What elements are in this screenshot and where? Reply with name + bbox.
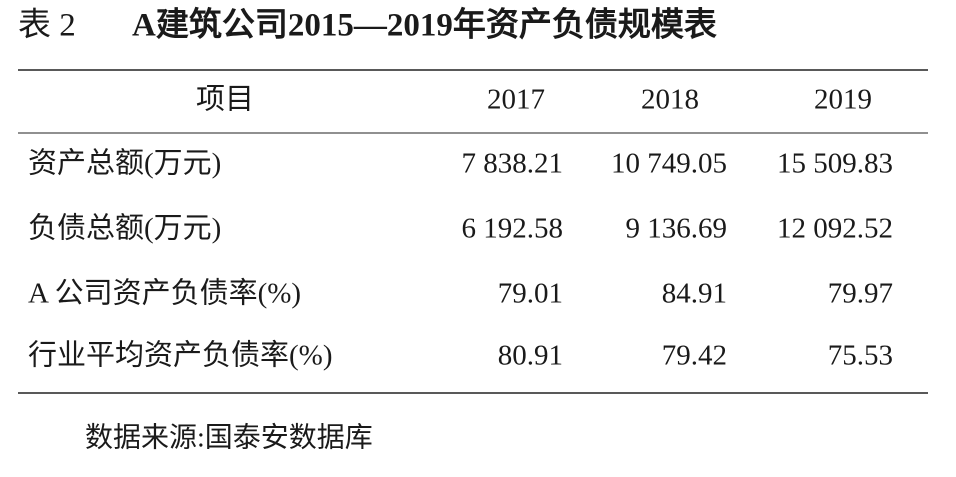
data-cell: 79.97 [828, 278, 893, 310]
source-note: 数据来源:国泰安数据库 [85, 421, 373, 453]
row-label: 资产总额(万元) [28, 147, 221, 180]
row-label: A 公司资产负债率(%) [28, 277, 301, 310]
header-cell: 2019 [814, 84, 872, 116]
data-cell: 7 838.21 [462, 148, 564, 180]
data-cell: 75.53 [828, 340, 893, 372]
data-cell: 79.01 [498, 278, 563, 310]
table-number: 表 2 [18, 7, 76, 44]
data-cell: 12 092.52 [777, 213, 893, 245]
data-cell: 80.91 [498, 340, 563, 372]
table-title: A建筑公司2015—2019年资产负债规模表 [132, 7, 717, 44]
row-label: 负债总额(万元) [28, 212, 221, 245]
data-cell: 9 136.69 [626, 213, 728, 245]
data-cell: 6 192.58 [462, 213, 564, 245]
data-cell: 84.91 [662, 278, 727, 310]
header-cell: 2018 [641, 84, 699, 116]
data-cell: 10 749.05 [611, 148, 727, 180]
row-label: 行业平均资产负债率(%) [28, 339, 332, 372]
data-cell: 15 509.83 [777, 148, 893, 180]
header-cell: 2017 [487, 84, 545, 116]
data-cell: 79.42 [662, 340, 727, 372]
header-cell: 项目 [196, 84, 254, 116]
